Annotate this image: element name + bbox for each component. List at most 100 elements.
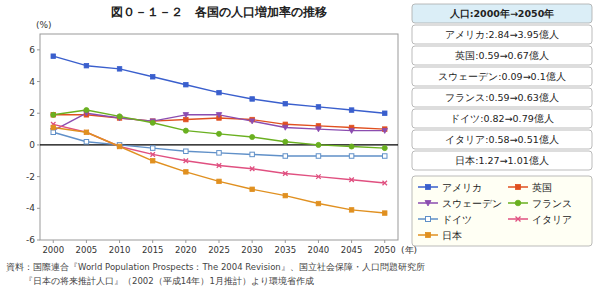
y-tick	[37, 240, 40, 241]
x-tick	[119, 240, 120, 243]
x-tick-label: 2045	[341, 245, 363, 255]
series-line	[53, 132, 384, 156]
point	[84, 108, 89, 113]
x-tick-label: 2015	[142, 245, 164, 255]
x-tick	[252, 240, 253, 243]
info-box	[412, 109, 592, 128]
x-tick-label: 2000	[42, 245, 64, 255]
point	[150, 152, 155, 157]
y-axis-label: (%)	[36, 20, 52, 30]
point	[84, 130, 89, 135]
series-line	[53, 127, 384, 213]
point	[117, 67, 122, 72]
point	[382, 146, 387, 151]
point	[349, 154, 354, 159]
plot-frame	[40, 34, 398, 240]
point	[349, 144, 354, 149]
legend-label: 英国	[532, 182, 552, 193]
point	[217, 151, 222, 156]
info-box	[412, 4, 592, 23]
y-tick-label: 0	[29, 140, 35, 150]
x-tick	[384, 240, 385, 243]
x-tick-label: 2030	[241, 245, 263, 255]
point	[316, 105, 321, 110]
point	[316, 154, 321, 159]
point	[250, 166, 255, 171]
point	[283, 139, 288, 144]
point	[51, 130, 56, 135]
x-tick-label: 2020	[175, 245, 197, 255]
y-tick-label: 6	[29, 45, 35, 55]
point	[51, 113, 56, 118]
point	[349, 108, 354, 113]
point	[249, 119, 255, 124]
annotation: アメリカ:2.84→3.95億人	[445, 29, 558, 40]
legend-label: アメリカ	[442, 182, 482, 193]
x-tick	[351, 240, 352, 243]
point	[316, 174, 321, 179]
x-tick	[53, 240, 54, 243]
y-tick-label: 4	[29, 77, 35, 87]
legend-label: 日本	[442, 230, 462, 241]
annotation: 人口:2000年→2050年	[449, 8, 555, 19]
point	[250, 97, 255, 102]
annotation: フランス:0.59→0.63億人	[445, 92, 558, 103]
legend-marker	[426, 217, 431, 222]
legend-label: ドイツ	[442, 214, 472, 225]
zero-line	[40, 144, 398, 145]
x-tick	[285, 240, 286, 243]
info-box	[412, 67, 592, 86]
point	[382, 111, 387, 116]
chart: 図０－１－２ 各国の人口増加率の推移(%)(年)-6-4-20246200020…	[0, 0, 601, 296]
y-tick	[37, 176, 40, 177]
legend-marker	[515, 200, 521, 206]
point	[117, 144, 122, 149]
point	[349, 178, 354, 183]
point	[382, 128, 388, 133]
point	[150, 146, 155, 151]
y-tick-label: -6	[26, 235, 35, 245]
y-tick	[37, 144, 40, 145]
point	[283, 171, 288, 176]
legend-label: イタリア	[532, 214, 572, 225]
info-box	[412, 46, 592, 65]
y-tick	[37, 49, 40, 50]
point	[217, 90, 222, 95]
point	[183, 128, 188, 133]
legend-marker	[516, 185, 521, 190]
x-tick-label: 2040	[308, 245, 330, 255]
annotation: 英国:0.59→0.67億人	[455, 50, 548, 61]
y-tick	[37, 113, 40, 114]
point	[217, 179, 222, 184]
point	[117, 114, 122, 119]
point	[184, 82, 189, 87]
source-note: 資料：国際連合『World Population Prospects：The 2…	[6, 262, 425, 272]
legend	[412, 176, 592, 246]
x-tick-label: 2005	[76, 245, 98, 255]
point	[382, 211, 387, 216]
legend-marker	[425, 201, 431, 207]
series-line	[53, 110, 384, 148]
point	[84, 63, 89, 68]
legend-marker	[516, 217, 521, 222]
point	[150, 120, 155, 125]
x-tick-label: 2010	[109, 245, 131, 255]
point	[84, 130, 89, 135]
x-axis-label: (年)	[401, 245, 417, 255]
point	[184, 170, 189, 175]
point	[349, 128, 355, 133]
point	[250, 134, 255, 139]
x-tick	[318, 240, 319, 243]
y-tick-label: -4	[26, 203, 35, 213]
x-tick-label: 2035	[274, 245, 296, 255]
point	[150, 75, 155, 80]
info-box	[412, 151, 592, 170]
legend-marker	[426, 185, 431, 190]
series-line	[53, 56, 384, 113]
legend-label: フランス	[532, 198, 572, 209]
point	[250, 187, 255, 192]
point	[51, 125, 56, 130]
series-line	[53, 124, 384, 183]
point	[117, 144, 122, 149]
point	[184, 149, 189, 154]
